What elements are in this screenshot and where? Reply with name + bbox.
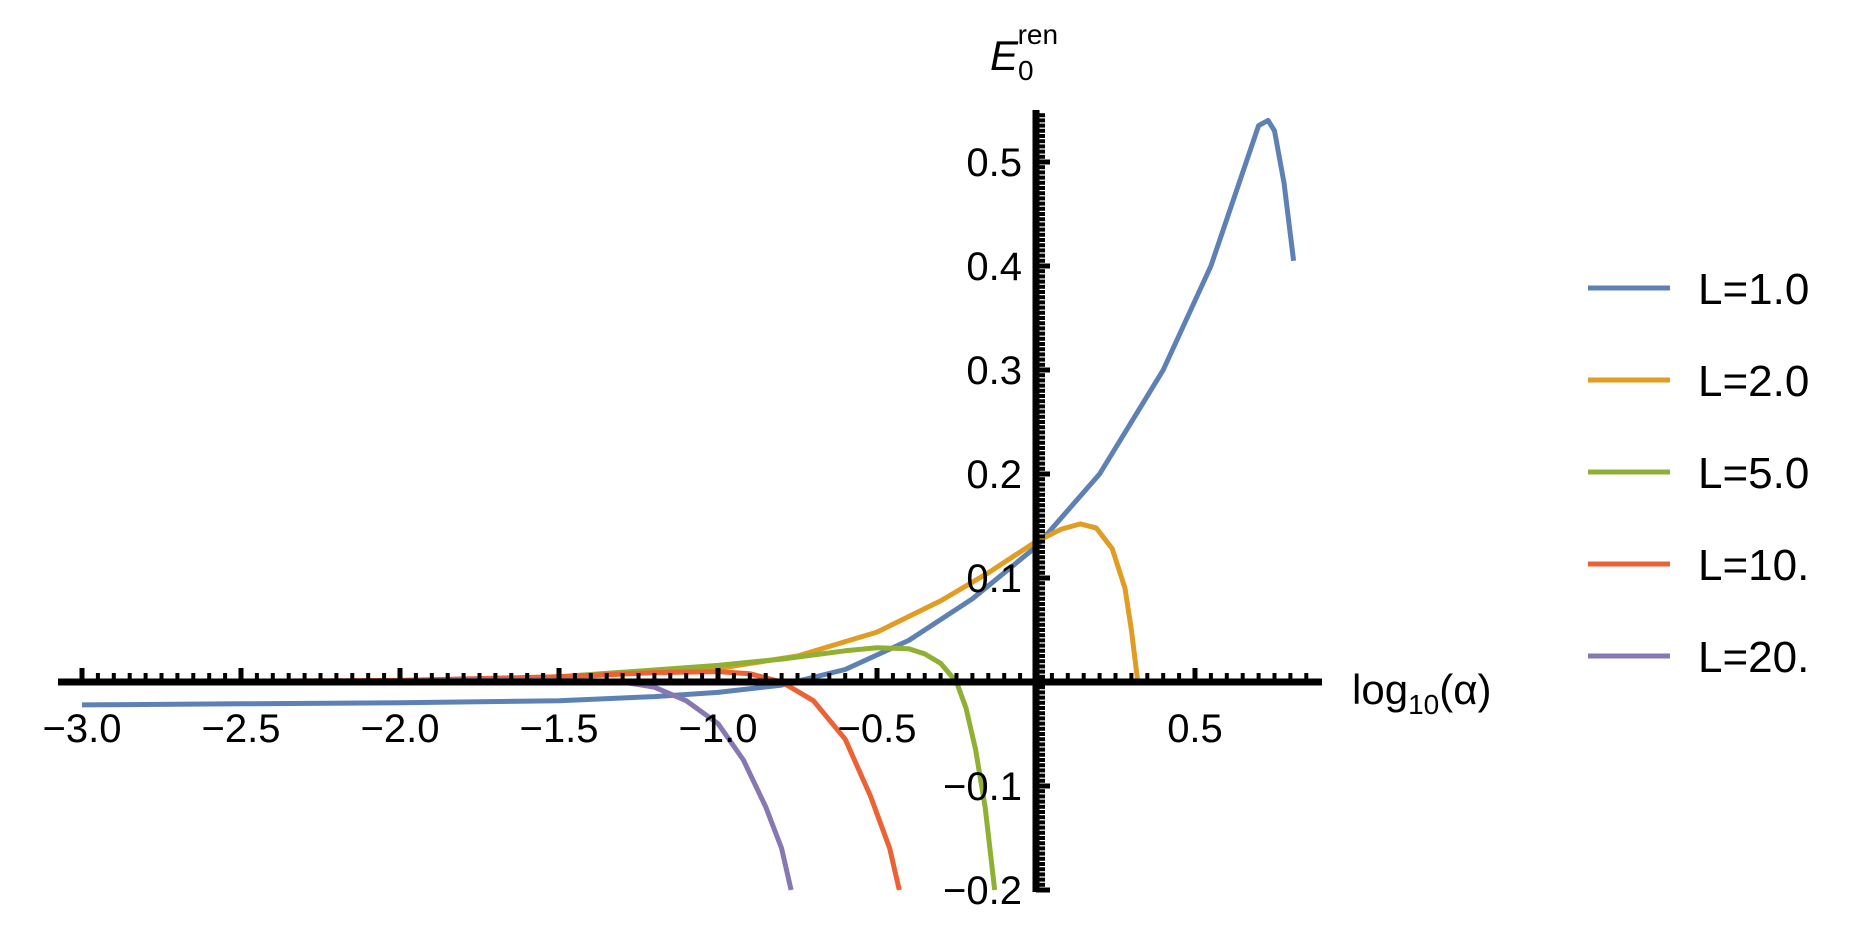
legend-item: L=5.0 [1588,449,1809,498]
x-tick-label: −0.5 [838,707,917,751]
x-axis-title-subscript: 10 [1408,689,1439,720]
y-tick-label: 0.5 [966,141,1022,185]
series-line-2 [81,521,1141,685]
y-axis-title-subscript: 0 [1018,55,1034,86]
ticks-layer [79,113,1309,893]
x-axis-title-base: log [1352,666,1408,713]
x-tick-label: −2.5 [202,707,281,751]
legend-label: L=1.0 [1698,265,1809,314]
legend-item: L=2.0 [1588,357,1809,406]
y-tick-label: 0.1 [966,557,1022,601]
legend-label: L=5.0 [1698,449,1809,498]
legend-label: L=10. [1698,541,1809,590]
y-tick-label: 0.3 [966,349,1022,393]
x-tick-label: −3.0 [43,707,122,751]
axes-layer [58,110,1322,892]
legend-label: L=2.0 [1698,357,1809,406]
legend-item: L=20. [1588,633,1809,682]
legend-label: L=20. [1698,633,1809,682]
series-layer [81,117,1297,891]
x-axis-title: log10(α) [1352,666,1491,720]
x-tick-label: −1.5 [520,707,599,751]
y-axis-title-superscript: ren [1018,19,1058,50]
legend-item: L=1.0 [1588,265,1809,314]
x-tick-label: −1.0 [679,707,758,751]
y-tick-label: −0.2 [943,869,1022,913]
y-tick-label: 0.2 [966,453,1022,497]
y-axis-title: E0 ren [990,19,1058,86]
x-axis-title-rest: (α) [1439,666,1491,713]
x-tick-label: −2.0 [361,707,440,751]
legend: L=1.0 L=2.0 L=5.0 L=10. L=20. [1588,265,1809,682]
x-tick-label: 0.5 [1167,707,1223,751]
y-axis-title-main: E [990,32,1019,79]
series-line-1 [81,117,1297,708]
legend-item: L=10. [1588,541,1809,590]
y-tick-label: −0.1 [943,765,1022,809]
y-tick-label: 0.4 [966,245,1022,289]
tick-labels: −3.0 −2.5 −2.0 −1.5 −1.0 −0.5 0.5 0.5 0.4 0.3 0.2 0… [43,141,1223,913]
